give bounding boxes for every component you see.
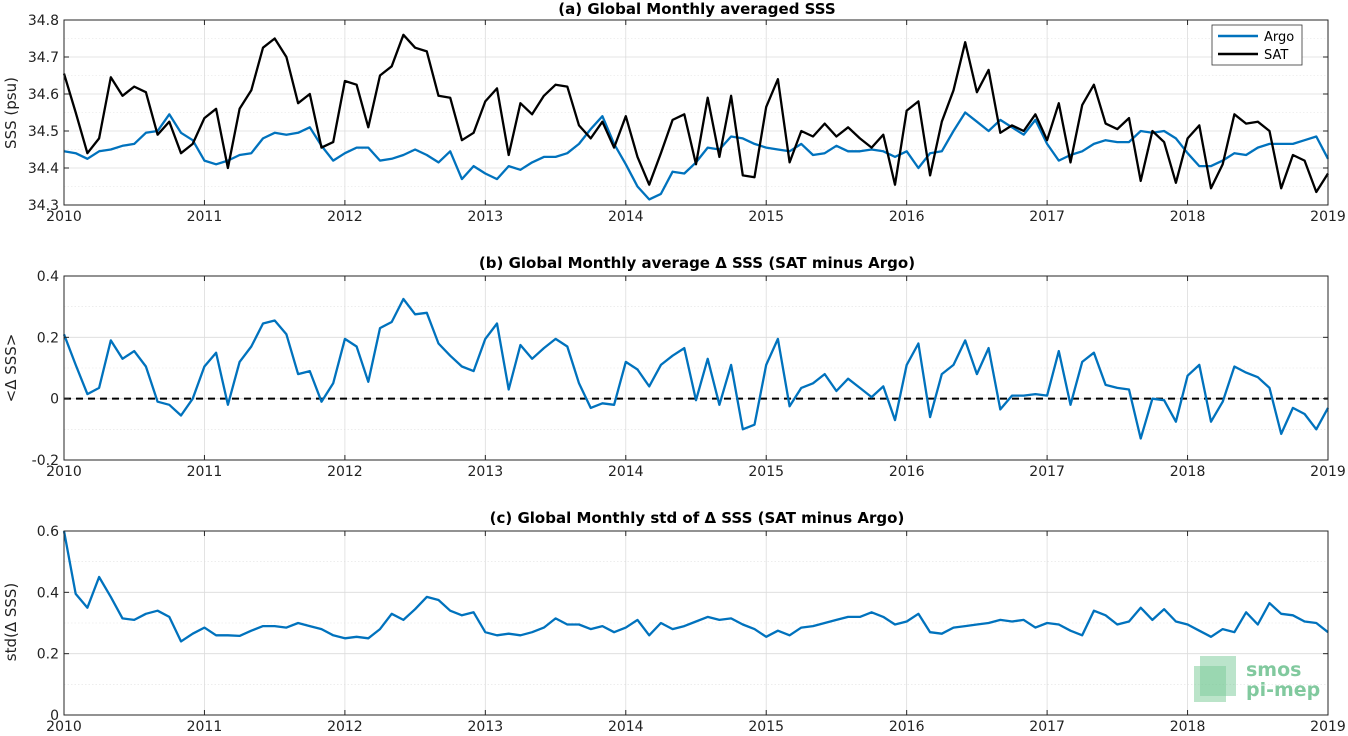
y-tick-label: 0.6 bbox=[37, 524, 59, 540]
y-tick-label: 34.6 bbox=[28, 87, 59, 103]
x-tick-label: 2018 bbox=[1170, 719, 1206, 735]
panel-b-title: (b) Global Monthly average Δ SSS (SAT mi… bbox=[479, 254, 915, 272]
y-tick-label: 34.4 bbox=[28, 161, 59, 177]
x-tick-label: 2018 bbox=[1170, 464, 1206, 480]
logo-wave-graphic bbox=[1194, 666, 1226, 702]
logo-text-pi-mep: pi-mep bbox=[1246, 679, 1320, 701]
x-tick-label: 2019 bbox=[1310, 719, 1346, 735]
axes-frame bbox=[63, 19, 1329, 206]
x-tick-label: 2012 bbox=[327, 209, 363, 225]
y-tick-label: 0.2 bbox=[37, 330, 59, 346]
smos-pi-mep-logo: smos pi-mep bbox=[1194, 656, 1320, 702]
x-tick-label: 2010 bbox=[46, 464, 82, 480]
legend-box bbox=[1211, 24, 1303, 66]
x-tick-label: 2016 bbox=[889, 719, 925, 735]
y-tick-label: 0.4 bbox=[37, 585, 59, 601]
x-tick-label: 2014 bbox=[608, 209, 644, 225]
x-tick-label: 2010 bbox=[46, 209, 82, 225]
x-tick-label: 2012 bbox=[327, 719, 363, 735]
x-tick-label: 2019 bbox=[1310, 209, 1346, 225]
y-tick-label: 34.8 bbox=[28, 13, 59, 29]
grid bbox=[63, 530, 1329, 716]
x-tick-label: 2011 bbox=[187, 719, 223, 735]
x-tick-label: 2015 bbox=[748, 209, 784, 225]
x-tick-label: 2015 bbox=[748, 719, 784, 735]
logo-wave-graphic-back bbox=[1200, 656, 1236, 696]
series-line-delta-1 bbox=[62, 297, 1330, 440]
x-tick-label: 2013 bbox=[468, 464, 504, 480]
grid bbox=[63, 19, 1329, 206]
x-tick-label: 2016 bbox=[889, 464, 925, 480]
panel-a-sss: (a) Global Monthly averaged SSS SSS (psu… bbox=[2, 0, 1346, 225]
legend-argo-label: Argo bbox=[1264, 30, 1294, 45]
x-tick-label: 2017 bbox=[1029, 719, 1065, 735]
panel-a-ylabel: SSS (psu) bbox=[2, 77, 20, 149]
y-tick-label: 0.4 bbox=[37, 269, 59, 285]
panel-a-title: (a) Global Monthly averaged SSS bbox=[558, 0, 835, 18]
panel-c-ylabel: std(Δ SSS) bbox=[2, 583, 20, 662]
x-tick-label: 2019 bbox=[1310, 464, 1346, 480]
x-tick-label: 2017 bbox=[1029, 209, 1065, 225]
y-tick-label: 34.7 bbox=[28, 50, 59, 66]
x-tick-label: 2014 bbox=[608, 719, 644, 735]
x-tick-label: 2010 bbox=[46, 719, 82, 735]
y-tick-label: 0 bbox=[50, 392, 59, 408]
y-tick-label: 0 bbox=[50, 708, 59, 724]
panel-b-delta-sss: (b) Global Monthly average Δ SSS (SAT mi… bbox=[2, 254, 1346, 480]
x-tick-label: 2018 bbox=[1170, 209, 1206, 225]
x-tick-label: 2013 bbox=[468, 719, 504, 735]
x-tick-label: 2011 bbox=[187, 464, 223, 480]
axes-frame bbox=[63, 275, 1329, 461]
y-tick-label: 34.3 bbox=[28, 198, 59, 214]
legend: Argo SAT bbox=[1211, 24, 1303, 66]
y-tick-label: -0.2 bbox=[32, 453, 59, 469]
x-tick-label: 2016 bbox=[889, 209, 925, 225]
axes-frame bbox=[63, 530, 1329, 716]
x-tick-label: 2013 bbox=[468, 209, 504, 225]
x-tick-label: 2015 bbox=[748, 464, 784, 480]
panel-b-ylabel: <Δ SSS> bbox=[2, 334, 20, 403]
x-tick-label: 2014 bbox=[608, 464, 644, 480]
logo-text-smos: smos bbox=[1246, 659, 1301, 681]
panel-c-std-delta-sss: (c) Global Monthly std of Δ SSS (SAT min… bbox=[2, 509, 1346, 735]
x-tick-label: 2011 bbox=[187, 209, 223, 225]
y-tick-label: 0.2 bbox=[37, 647, 59, 663]
legend-sat-label: SAT bbox=[1264, 48, 1288, 63]
panel-c-title: (c) Global Monthly std of Δ SSS (SAT min… bbox=[490, 509, 905, 527]
y-tick-label: 34.5 bbox=[28, 124, 59, 140]
series-line-sat bbox=[62, 33, 1329, 194]
x-tick-label: 2012 bbox=[327, 464, 363, 480]
x-tick-label: 2017 bbox=[1029, 464, 1065, 480]
series-line-delta-2 bbox=[62, 530, 1329, 643]
